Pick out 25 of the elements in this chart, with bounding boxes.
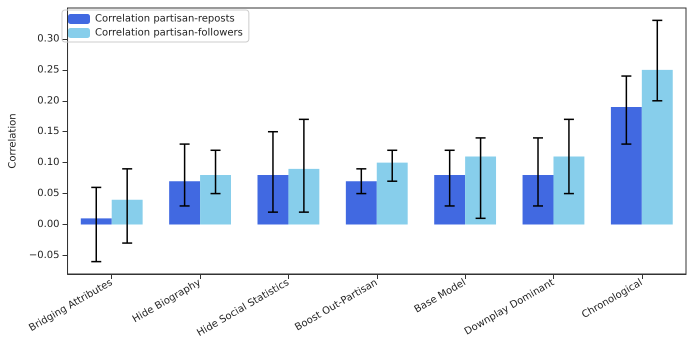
- y-tick-label: 0.25: [37, 64, 60, 76]
- y-tick-label: 0.15: [37, 126, 60, 138]
- legend-label: Correlation partisan-reposts: [95, 14, 235, 24]
- bar: [169, 181, 200, 225]
- bar: [610, 106, 642, 225]
- bar: [553, 156, 584, 225]
- bar: [465, 156, 496, 225]
- y-tick-label: 0.10: [37, 157, 60, 168]
- y-tick-label: 0.00: [37, 219, 60, 230]
- bar: [80, 218, 112, 225]
- legend-label: Correlation partisan-followers: [95, 28, 243, 38]
- y-axis-title: Correlation: [8, 113, 18, 169]
- y-tick-label: 0.30: [37, 33, 60, 44]
- y-tick-label: 0.20: [37, 95, 60, 106]
- bar: [434, 175, 466, 225]
- bar: [258, 175, 288, 225]
- y-tick-label: 0.05: [37, 188, 60, 200]
- bar: [200, 175, 231, 225]
- y-tick-label: −0.05: [28, 250, 60, 261]
- bar: [112, 200, 143, 225]
- bar: [642, 70, 673, 225]
- bar: [522, 175, 554, 225]
- bar: [376, 162, 408, 225]
- bar: [346, 181, 377, 225]
- bar: [288, 168, 320, 225]
